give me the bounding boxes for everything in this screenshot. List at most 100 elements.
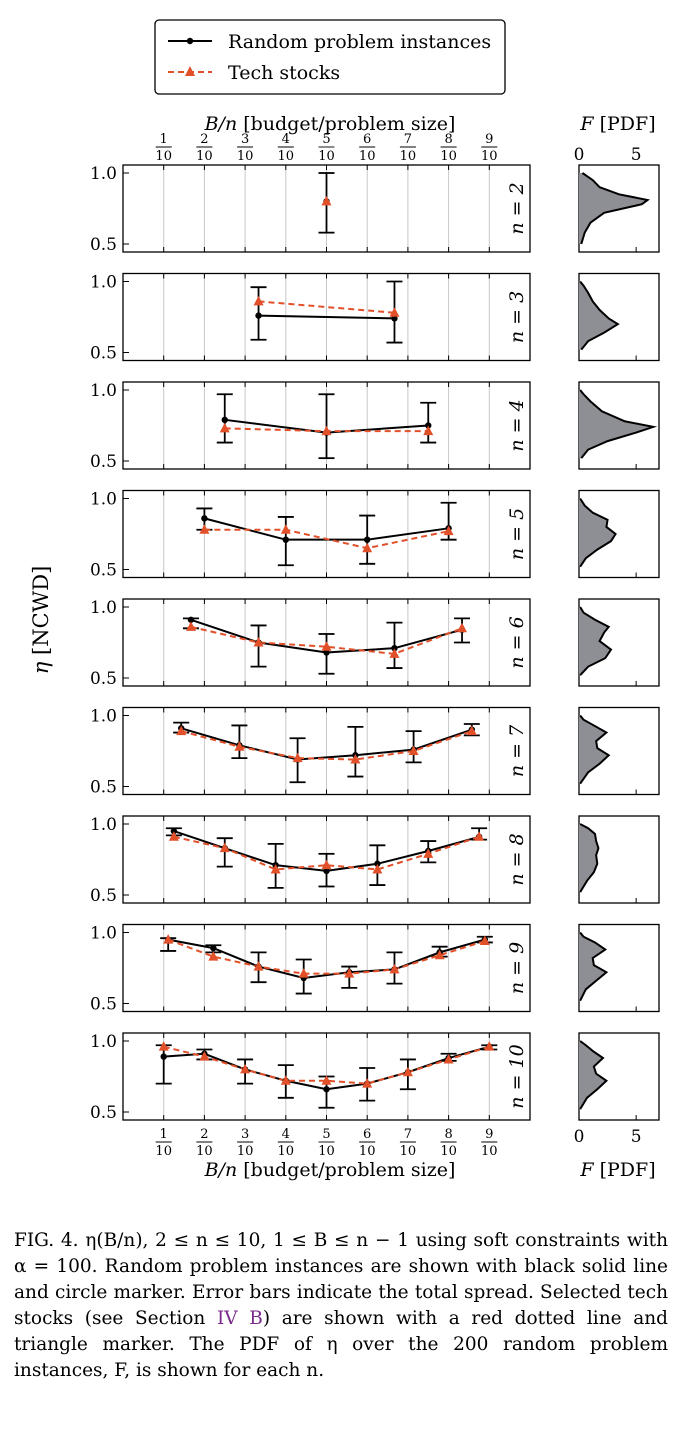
tech-point — [163, 934, 174, 944]
tech-point — [362, 1078, 373, 1088]
tech-point — [389, 648, 400, 658]
top-xaxis-label-prefix: B/n — [204, 113, 238, 135]
panel-label: n = 10 — [506, 1044, 528, 1108]
caption-section-link[interactable]: IV B — [216, 1308, 263, 1329]
legend-tech-marker — [185, 66, 195, 76]
random-point — [255, 312, 262, 319]
random-point — [323, 867, 330, 875]
pdf-panel — [578, 1032, 660, 1121]
tech-point — [362, 542, 373, 553]
pdf-panel — [578, 598, 660, 687]
bottom-xtick-4-num: 4 — [282, 1127, 290, 1142]
top-xtick-1-num: 1 — [160, 132, 168, 147]
pdf-curve — [579, 389, 658, 459]
tech-point — [474, 831, 485, 841]
panel-label: n = 8 — [506, 833, 528, 885]
random-point — [374, 860, 381, 867]
top-xtick-2: 210 — [196, 132, 213, 164]
top-xaxis-label-suffix: [budget/problem size] — [243, 113, 455, 135]
tech-point — [280, 1075, 291, 1085]
panel-n7: 0.5 1.0 n = 7 — [90, 707, 660, 798]
top-xtick-6-den: 10 — [359, 149, 376, 164]
top-xtick-3: 310 — [237, 132, 254, 164]
tech-point — [298, 968, 309, 978]
tech-point — [253, 961, 264, 971]
panel-n4: 0.5 1.0 n = 4 — [90, 381, 660, 472]
tech-point — [434, 949, 445, 960]
top-xtick-5-num: 5 — [322, 132, 330, 147]
panel-label: n = 6 — [506, 616, 528, 668]
panel-n8: 0.5 1.0 n = 8 — [90, 815, 660, 906]
tech-point — [292, 752, 303, 763]
panel-label: n = 7 — [506, 724, 528, 777]
tech-series-line — [258, 300, 395, 314]
panel-label: n = 4 — [506, 399, 528, 451]
legend: Random problem instances Tech stocks — [154, 19, 506, 95]
ytick-label: 0.5 — [90, 452, 117, 472]
ytick-label: 0.5 — [90, 344, 117, 364]
top-xtick-3-num: 3 — [241, 132, 249, 147]
ytick-label: 0.5 — [90, 1103, 117, 1123]
bottom-pdf-tick-0: 0 — [574, 1127, 585, 1147]
tech-point — [321, 859, 332, 870]
panel-label: n = 5 — [506, 508, 528, 560]
random-point — [210, 944, 217, 952]
panel-n9: 0.5 1.0 n = 9 — [90, 924, 660, 1015]
top-xtick-4: 410 — [278, 132, 295, 164]
pdf-area — [579, 932, 607, 1001]
bottom-xtick-1: 110 — [155, 1127, 172, 1159]
ytick-label: 0.5 — [90, 561, 117, 581]
tech-series-line — [167, 938, 486, 975]
tech-point — [484, 1041, 495, 1051]
top-pdf-tick-5: 5 — [631, 145, 642, 165]
pdf-area — [579, 1041, 607, 1110]
random-series-line — [180, 727, 473, 761]
tech-point — [372, 863, 383, 874]
tech-point — [350, 754, 361, 764]
top-xaxis-label: B/n [budget/problem size] — [204, 113, 456, 135]
pdf-curve — [579, 280, 620, 351]
bottom-xaxis-label-prefix: B/n — [204, 1159, 238, 1181]
legend-random-marker — [186, 37, 194, 45]
top-xtick-6-num: 6 — [363, 132, 371, 147]
ytick-label: 0.5 — [90, 886, 117, 906]
bottom-xaxis-label-suffix: [budget/problem size] — [243, 1159, 455, 1181]
figure-caption: FIG. 4. η(B/n), 2 ≤ n ≤ 10, 1 ≤ B ≤ n − … — [14, 1228, 668, 1384]
panel-n2: 0.5 1.0 n = 2 — [90, 164, 660, 255]
bottom-xtick-4: 410 — [278, 1127, 295, 1159]
legend-tech-label: Tech stocks — [228, 62, 340, 84]
bottom-xtick-8: 810 — [440, 1127, 457, 1159]
panel-n3: 0.5 1.0 n = 3 — [90, 273, 660, 364]
figure: Random problem instances Tech stocks B/n… — [29, 19, 660, 1181]
panel-n6: 0.5 1.0 n = 6 — [90, 598, 660, 689]
random-point — [201, 515, 208, 522]
tech-point — [344, 968, 355, 978]
ytick-label: 1.0 — [90, 490, 117, 510]
pdf-curve — [579, 606, 613, 676]
top-pdf-label-suffix: [PDF] — [600, 113, 656, 135]
bottom-xaxis-label: B/n [budget/problem size] — [204, 1159, 456, 1181]
top-xtick-2-den: 10 — [196, 149, 213, 164]
random-point — [221, 416, 228, 424]
tech-point — [199, 524, 210, 534]
pdf-curve — [579, 1040, 609, 1110]
top-xtick-6: 610 — [359, 132, 376, 164]
bottom-pdf-tick-5: 5 — [631, 1127, 642, 1147]
top-xtick-8: 810 — [440, 132, 457, 164]
bottom-xtick-5-num: 5 — [322, 1127, 330, 1142]
bottom-xtick-7-den: 10 — [400, 1144, 417, 1159]
top-xtick-5: 510 — [318, 132, 335, 164]
pdf-panel — [578, 489, 660, 579]
bottom-xtick-3-den: 10 — [237, 1144, 254, 1159]
bottom-xtick-4-den: 10 — [278, 1144, 295, 1159]
tech-point — [176, 725, 187, 736]
bottom-xtick-2: 210 — [196, 1127, 213, 1159]
bottom-xtick-3-num: 3 — [241, 1127, 249, 1142]
tech-point — [402, 1066, 413, 1077]
top-xtick-9-den: 10 — [481, 149, 498, 164]
tech-series-line — [204, 528, 449, 550]
pdf-curve — [579, 714, 611, 785]
tech-point — [321, 425, 332, 436]
pdf-curve — [580, 172, 650, 245]
random-point — [170, 827, 178, 835]
